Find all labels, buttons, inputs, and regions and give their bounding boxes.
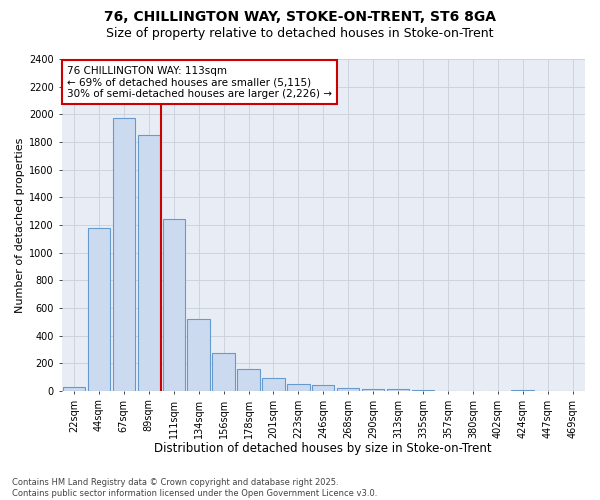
Bar xyxy=(163,218,185,391)
Bar xyxy=(337,388,359,391)
Bar xyxy=(137,135,160,391)
Bar xyxy=(262,378,284,391)
Bar xyxy=(63,387,85,391)
Bar xyxy=(88,228,110,391)
Y-axis label: Number of detached properties: Number of detached properties xyxy=(15,137,25,312)
Bar xyxy=(362,389,385,391)
Bar xyxy=(387,388,409,391)
X-axis label: Distribution of detached houses by size in Stoke-on-Trent: Distribution of detached houses by size … xyxy=(154,442,492,455)
Text: 76 CHILLINGTON WAY: 113sqm
← 69% of detached houses are smaller (5,115)
30% of s: 76 CHILLINGTON WAY: 113sqm ← 69% of deta… xyxy=(67,66,332,99)
Bar xyxy=(212,354,235,391)
Bar xyxy=(187,319,210,391)
Bar xyxy=(312,386,334,391)
Text: 76, CHILLINGTON WAY, STOKE-ON-TRENT, ST6 8GA: 76, CHILLINGTON WAY, STOKE-ON-TRENT, ST6… xyxy=(104,10,496,24)
Text: Size of property relative to detached houses in Stoke-on-Trent: Size of property relative to detached ho… xyxy=(106,28,494,40)
Bar xyxy=(113,118,135,391)
Text: Contains HM Land Registry data © Crown copyright and database right 2025.
Contai: Contains HM Land Registry data © Crown c… xyxy=(12,478,377,498)
Bar xyxy=(237,370,260,391)
Bar xyxy=(511,390,534,391)
Bar xyxy=(287,384,310,391)
